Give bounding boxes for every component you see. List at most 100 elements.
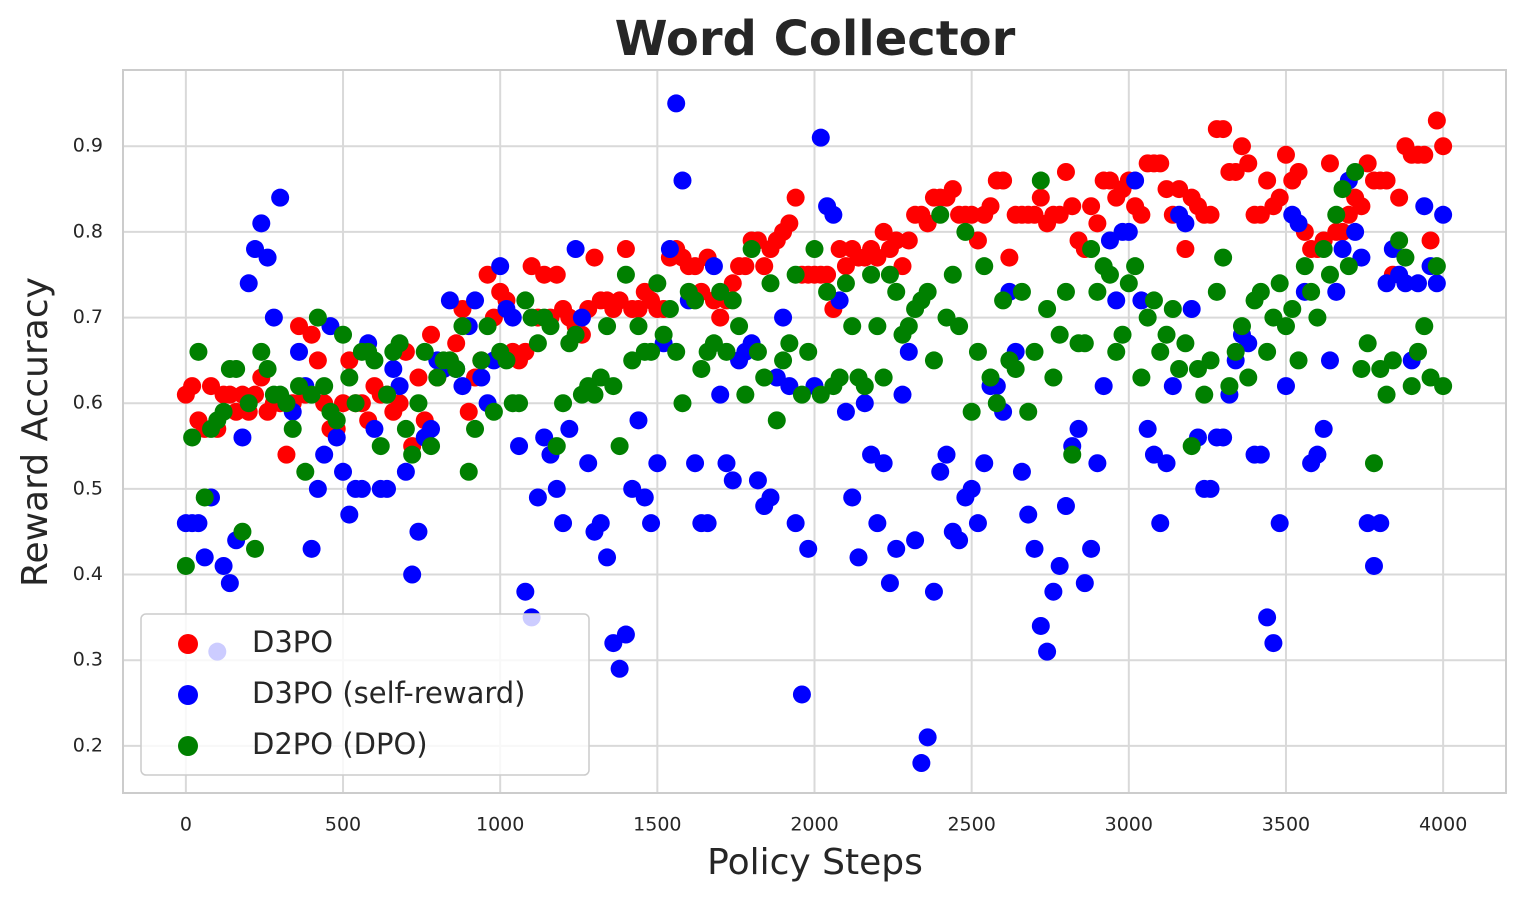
scatter-point (384, 359, 403, 378)
scatter-point (547, 265, 566, 284)
scatter-point (1107, 291, 1126, 310)
scatter-point (1276, 377, 1295, 396)
scatter-point (1050, 556, 1069, 575)
x-tick-label: 500 (325, 814, 361, 836)
scatter-point (1346, 222, 1365, 241)
scatter-point (610, 659, 629, 678)
scatter-point (887, 231, 906, 250)
scatter-point (711, 308, 730, 327)
scatter-point (252, 342, 271, 361)
scatter-point (1038, 642, 1057, 661)
scatter-point (334, 325, 353, 344)
scatter-point (786, 514, 805, 533)
scatter-point (1358, 514, 1377, 533)
scatter-point (183, 428, 202, 447)
scatter-point (466, 419, 485, 438)
scatter-point (472, 368, 491, 387)
scatter-point (302, 539, 321, 558)
scatter-point (239, 274, 258, 293)
scatter-point (252, 214, 271, 233)
scatter-point (334, 394, 353, 413)
scatter-point (899, 231, 918, 250)
scatter-point (390, 377, 409, 396)
scatter-point (302, 385, 321, 404)
scatter-point (629, 300, 648, 319)
scatter-point (1415, 197, 1434, 216)
scatter-point (1031, 171, 1050, 190)
y-tick-label: 0.9 (73, 135, 103, 157)
scatter-point (535, 265, 554, 284)
scatter-point (195, 548, 214, 567)
scatter-point (290, 377, 309, 396)
scatter-point (736, 257, 755, 276)
legend-box (140, 613, 590, 776)
scatter-point (880, 265, 899, 284)
scatter-point (516, 342, 535, 361)
scatter-point (453, 377, 472, 396)
y-tick-label: 0.7 (73, 306, 103, 328)
scatter-point (296, 462, 315, 481)
scatter-point (1082, 539, 1101, 558)
scatter-point (1421, 231, 1440, 250)
scatter-point (1025, 539, 1044, 558)
scatter-point (1100, 231, 1119, 250)
scatter-point (378, 479, 397, 498)
scatter-point (623, 479, 642, 498)
scatter-point (566, 325, 585, 344)
scatter-point (1251, 445, 1270, 464)
scatter-point (1214, 248, 1233, 267)
scatter-point (899, 342, 918, 361)
scatter-point (604, 377, 623, 396)
scatter-point (233, 522, 252, 541)
scatter-point (660, 240, 679, 259)
scatter-point (704, 334, 723, 353)
scatter-point (855, 394, 874, 413)
scatter-point (805, 240, 824, 259)
scatter-point (635, 488, 654, 507)
scatter-point (761, 274, 780, 293)
scatter-point (422, 419, 441, 438)
scatter-point (1132, 205, 1151, 224)
scatter-point (1126, 171, 1145, 190)
scatter-point (459, 402, 478, 421)
scatter-point (459, 462, 478, 481)
scatter-point (950, 317, 969, 336)
scatter-point (943, 265, 962, 284)
scatter-point (585, 248, 604, 267)
scatter-point (1427, 111, 1446, 130)
scatter-point (1308, 445, 1327, 464)
scatter-point (1157, 454, 1176, 473)
scatter-point (1251, 282, 1270, 301)
scatter-point (937, 445, 956, 464)
scatter-point (1151, 514, 1170, 533)
scatter-point (1320, 351, 1339, 370)
scatter-point (830, 291, 849, 310)
scatter-point (1182, 300, 1201, 319)
scatter-point (931, 205, 950, 224)
scatter-point (1402, 377, 1421, 396)
scatter-point (786, 265, 805, 284)
scatter-point (1333, 222, 1352, 241)
scatter-point (472, 351, 491, 370)
scatter-point (1408, 342, 1427, 361)
scatter-point (340, 505, 359, 524)
scatter-point (887, 539, 906, 558)
scatter-point (510, 437, 529, 456)
scatter-point (975, 454, 994, 473)
scatter-point (195, 488, 214, 507)
scatter-point (1320, 265, 1339, 284)
scatter-point (1390, 231, 1409, 250)
legend-marker (178, 736, 198, 756)
scatter-point (1308, 308, 1327, 327)
scatter-point (554, 514, 573, 533)
scatter-point (1012, 282, 1031, 301)
scatter-point (956, 222, 975, 241)
scatter-point (220, 574, 239, 593)
scatter-point (818, 282, 837, 301)
scatter-point (1421, 368, 1440, 387)
scatter-point (830, 368, 849, 387)
scatter-point (1163, 300, 1182, 319)
scatter-point (994, 291, 1013, 310)
scatter-point (1289, 214, 1308, 233)
scatter-point (396, 419, 415, 438)
